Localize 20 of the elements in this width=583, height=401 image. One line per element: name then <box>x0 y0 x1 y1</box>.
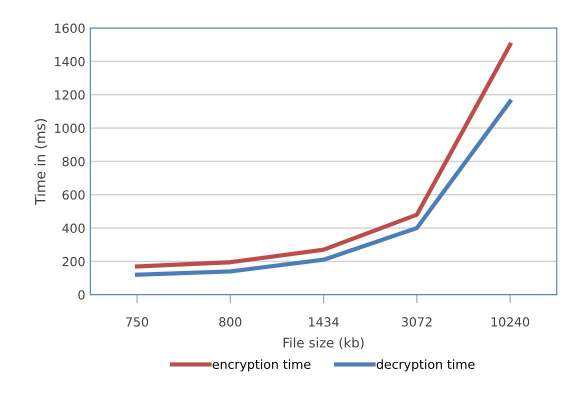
y-tick-label: 1200 <box>55 90 85 100</box>
y-axis-title: Time in (ms) <box>34 119 48 205</box>
y-tick-label: 1600 <box>55 24 85 33</box>
x-tick-label: 800 <box>219 317 242 327</box>
y-tick-label: 400 <box>62 224 85 233</box>
x-tick-label: 750 <box>126 317 148 327</box>
y-tick-label: 600 <box>62 190 85 200</box>
x-axis-title: File size (kb) <box>284 337 364 350</box>
legend-label: encryption time <box>212 359 310 372</box>
x-tick-label: 10240 <box>492 317 530 327</box>
y-tick-label: 1400 <box>55 56 85 66</box>
x-tick-label: 1434 <box>309 317 339 327</box>
x-tick-label: 3072 <box>402 317 432 327</box>
y-tick-label: 800 <box>62 156 85 166</box>
line-series <box>134 99 512 277</box>
y-tick-label: 1000 <box>55 124 85 133</box>
line-series <box>134 42 512 268</box>
y-tick-label: 200 <box>62 256 85 266</box>
legend-label: decryption time <box>376 359 475 372</box>
y-tick-label: 0 <box>78 290 85 300</box>
